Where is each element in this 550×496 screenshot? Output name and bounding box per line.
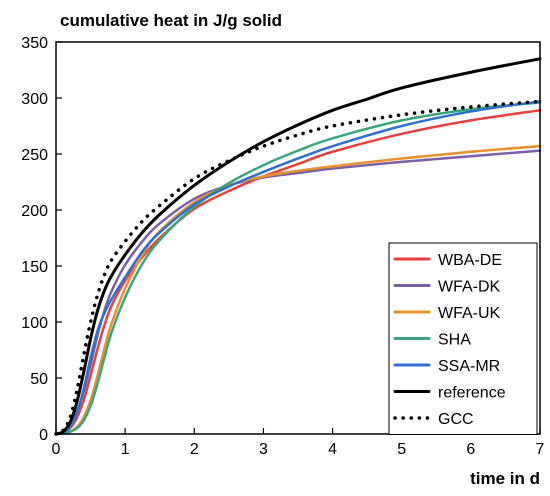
y-tick-label: 250 xyxy=(21,147,48,164)
legend-label: SSA-MR xyxy=(438,358,500,375)
y-tick-label: 350 xyxy=(21,35,48,52)
y-tick-label: 50 xyxy=(30,371,48,388)
plot-frame xyxy=(55,41,541,435)
chart-title: cumulative heat in J/g solid xyxy=(60,11,282,30)
x-tick-label: 6 xyxy=(466,441,475,458)
series-line-ssa-mr xyxy=(54,100,542,436)
legend-label: SHA xyxy=(438,332,471,349)
x-tick-label: 5 xyxy=(397,441,406,458)
series-line-gcc xyxy=(54,99,542,436)
legend-label: reference xyxy=(438,385,506,402)
legend: WBA-DE WFA-DK WFA-UK SHA SSA-MR reference GCC xyxy=(388,242,538,435)
series-line-sha xyxy=(54,101,542,436)
series-layer xyxy=(54,57,542,436)
y-tick-label: 300 xyxy=(21,91,48,108)
legend-label: WFA-DK xyxy=(438,279,501,296)
x-axis-label: time in d xyxy=(470,469,540,488)
x-tick-label: 2 xyxy=(190,441,199,458)
y-tick-label: 100 xyxy=(21,315,48,332)
x-tick-label: 3 xyxy=(259,441,268,458)
series-line-reference xyxy=(54,57,542,436)
x-tick-label: 4 xyxy=(328,441,337,458)
y-tick-label: 150 xyxy=(21,259,48,276)
y-tick-label: 200 xyxy=(21,203,48,220)
legend-label: WBA-DE xyxy=(438,252,502,269)
legend-label: WFA-UK xyxy=(438,305,501,322)
x-tick-label: 7 xyxy=(536,441,545,458)
x-tick-label: 0 xyxy=(52,441,61,458)
y-tick-label: 0 xyxy=(39,427,48,444)
legend-label: GCC xyxy=(438,411,474,428)
x-tick-label: 1 xyxy=(121,441,130,458)
ticks-layer: 0 1 2 3 4 5 6 7 0 50 100 150 200 250 300 350 xyxy=(21,35,544,458)
